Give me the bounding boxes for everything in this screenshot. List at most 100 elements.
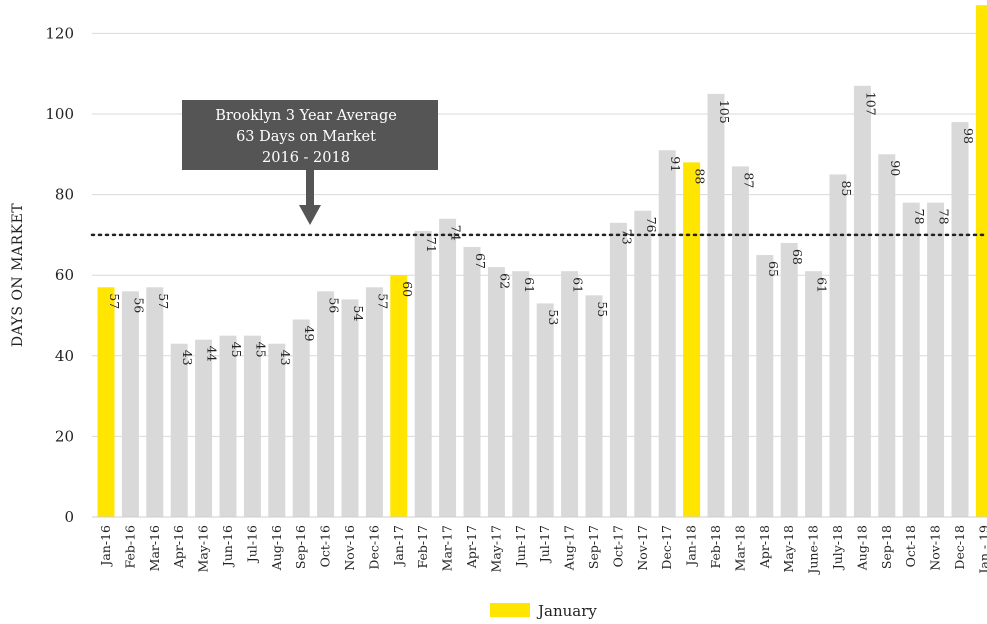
legend-swatch-january xyxy=(490,603,530,617)
x-tick-label: Nov-17 xyxy=(635,525,650,571)
bar xyxy=(634,210,652,517)
value-label: 74 xyxy=(449,225,464,241)
callout-arrow-head xyxy=(299,205,321,225)
bar xyxy=(683,162,701,518)
x-tick-label: Apr-17 xyxy=(464,525,479,569)
x-tick-label: Nov-16 xyxy=(342,525,357,571)
callout-box xyxy=(182,100,438,170)
x-tick-label: May-18 xyxy=(781,525,796,572)
x-tick-label: Mar-17 xyxy=(440,525,455,571)
x-tick-label: Aug-18 xyxy=(854,525,869,571)
value-label: 56 xyxy=(327,297,342,313)
bar xyxy=(487,267,505,517)
x-tick-label: Apr-16 xyxy=(171,525,186,569)
bar xyxy=(317,291,335,517)
x-tick-label: May-17 xyxy=(488,525,503,572)
y-tick-label: 20 xyxy=(55,427,74,445)
bar xyxy=(146,287,164,517)
value-label: 60 xyxy=(400,281,415,297)
value-label: 61 xyxy=(815,277,830,293)
bar xyxy=(756,255,774,518)
value-label: 105 xyxy=(717,100,732,124)
x-tick-label: Aug-17 xyxy=(562,525,577,571)
x-tick-label: Jun-17 xyxy=(513,525,528,568)
callout-arrow-shaft xyxy=(306,170,314,206)
bar xyxy=(585,295,603,517)
y-axis-label: DAYS ON MARKET xyxy=(10,203,26,347)
value-label: 67 xyxy=(473,253,488,269)
x-tick-label: Oct-16 xyxy=(318,525,333,567)
y-tick-label: 40 xyxy=(55,347,74,365)
value-label: 53 xyxy=(546,309,561,325)
x-tick-label: Sep-18 xyxy=(879,525,894,569)
value-label: 98 xyxy=(961,128,976,144)
callout-line-1: Brooklyn 3 Year Average xyxy=(215,108,397,124)
bar xyxy=(292,319,310,517)
value-label: 65 xyxy=(766,261,781,277)
x-tick-label: Sep-17 xyxy=(586,525,601,569)
x-tick-label: Oct-17 xyxy=(610,525,625,567)
bar xyxy=(219,335,237,517)
value-label: 85 xyxy=(839,180,854,196)
callout-line-3: 2016 - 2018 xyxy=(262,150,350,166)
value-label: 54 xyxy=(351,305,366,321)
legend: January xyxy=(490,602,597,620)
callout-line-2: 63 Days on Market xyxy=(236,129,376,145)
x-tick-label: Dec-16 xyxy=(366,525,381,570)
value-label: 71 xyxy=(424,237,439,253)
x-tick-label: Jul-17 xyxy=(537,525,552,564)
y-axis-ticks: 0 20 40 60 80 100 120 xyxy=(45,24,74,526)
bar xyxy=(439,218,457,517)
bar xyxy=(853,85,871,517)
bar xyxy=(170,343,188,517)
value-label: 56 xyxy=(131,297,146,313)
bar xyxy=(390,275,408,517)
value-label: 57 xyxy=(156,293,171,309)
x-tick-label: Jul-16 xyxy=(244,525,259,564)
value-label: 90 xyxy=(888,160,903,176)
value-label: 78 xyxy=(937,209,952,225)
value-label: 49 xyxy=(302,326,317,342)
value-label: 68 xyxy=(790,249,805,265)
x-tick-label: Feb-16 xyxy=(122,525,137,569)
value-label: 107 xyxy=(863,92,878,116)
value-label: 45 xyxy=(229,342,244,358)
x-tick-label: July-18 xyxy=(830,525,845,571)
x-tick-label: Mar-18 xyxy=(732,525,747,571)
y-tick-label: 80 xyxy=(55,186,74,204)
value-label: 45 xyxy=(253,342,268,358)
value-label: 76 xyxy=(644,217,659,233)
bar xyxy=(829,174,847,517)
value-label: 78 xyxy=(912,209,927,225)
value-label: 91 xyxy=(668,156,683,172)
y-tick-label: 100 xyxy=(45,105,74,123)
x-tick-label: Oct-18 xyxy=(903,525,918,567)
x-tick-label: Mar-16 xyxy=(147,525,162,571)
value-label: 73 xyxy=(619,229,634,245)
value-label: 57 xyxy=(107,293,122,309)
x-tick-label: Apr-18 xyxy=(757,525,772,569)
value-label: 44 xyxy=(205,346,220,362)
bar xyxy=(902,202,920,517)
value-label: 127 xyxy=(985,11,987,35)
value-label: 62 xyxy=(497,273,512,289)
bar xyxy=(927,202,945,517)
x-tick-label: Nov-18 xyxy=(928,525,943,571)
bars xyxy=(97,5,987,518)
x-tick-label: Feb-18 xyxy=(708,525,723,569)
bar xyxy=(414,230,432,517)
x-tick-label: Sep-16 xyxy=(293,525,308,569)
bar xyxy=(121,291,139,517)
x-tick-label: Jan - 19 xyxy=(976,525,987,576)
value-labels: 57 56 57 43 44 45 45 43 49 56 54 57 60 71 74 67 62 61 53 61… xyxy=(107,11,987,365)
x-tick-label: June-18 xyxy=(806,525,821,576)
x-tick-label: Jun-16 xyxy=(220,525,235,568)
value-label: 57 xyxy=(375,293,390,309)
bar xyxy=(512,271,530,517)
y-tick-label: 120 xyxy=(45,24,74,42)
bar xyxy=(951,122,969,517)
y-tick-label: 60 xyxy=(55,266,74,284)
value-label: 88 xyxy=(693,168,708,184)
x-tick-label: Dec-18 xyxy=(952,525,967,570)
bar xyxy=(365,287,383,517)
